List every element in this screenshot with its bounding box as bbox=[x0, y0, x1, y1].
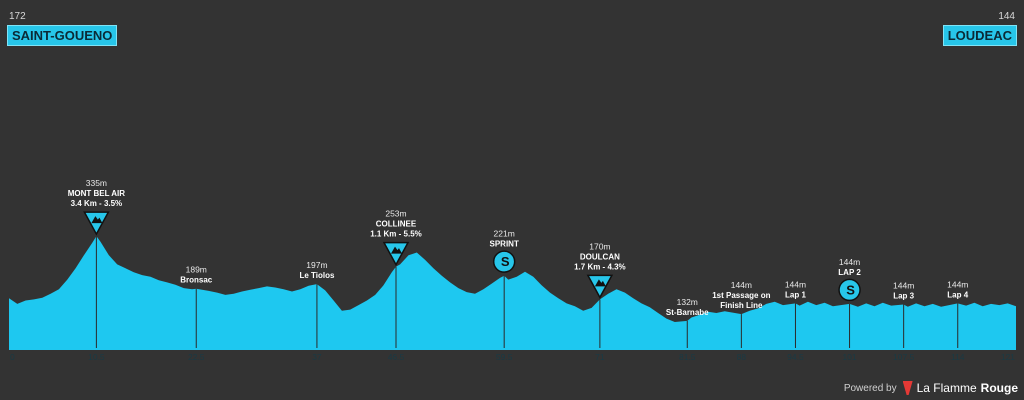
finish-town-label: LOUDEAC bbox=[942, 25, 1017, 46]
x-tick-label: 88 bbox=[737, 352, 747, 362]
x-tick-label: 107.5 bbox=[893, 352, 915, 362]
marker-name: Lap 4 bbox=[947, 290, 968, 299]
brand-name-bold: Rouge bbox=[980, 381, 1018, 395]
marker-altitude: 189m bbox=[186, 265, 207, 275]
brand-logo: La Flamme Rouge bbox=[902, 381, 1018, 395]
marker-detail: 1.7 Km - 4.3% bbox=[574, 262, 626, 271]
x-tick-label: 59.5 bbox=[496, 352, 513, 362]
x-tick-label: 94.5 bbox=[787, 352, 804, 362]
marker-name: LAP 2 bbox=[838, 268, 861, 277]
marker-name: SPRINT bbox=[490, 240, 519, 249]
marker-altitude: 132m bbox=[677, 297, 698, 307]
marker-name: 1st Passage on bbox=[712, 291, 770, 300]
mountain-icon bbox=[390, 246, 402, 254]
marker-altitude: 144m bbox=[785, 279, 806, 289]
marker-name: Lap 1 bbox=[785, 290, 806, 299]
x-tick-label: 101 bbox=[842, 352, 856, 362]
marker-name: Bronsac bbox=[180, 276, 213, 285]
brand-name-light: La Flamme bbox=[916, 381, 977, 395]
marker-altitude: 221m bbox=[494, 229, 515, 239]
x-tick-label: 0 bbox=[10, 352, 15, 362]
x-tick-label: 71 bbox=[595, 352, 605, 362]
marker-altitude: 197m bbox=[306, 260, 327, 270]
marker-altitude: 144m bbox=[839, 257, 860, 267]
powered-by-text: Powered by bbox=[843, 382, 897, 394]
marker-name: Le Tiolos bbox=[299, 271, 335, 280]
marker-altitude: 170m bbox=[589, 241, 610, 251]
flame-icon bbox=[902, 381, 913, 395]
sprint-marker-icon bbox=[838, 278, 861, 302]
x-tick-label: 22.5 bbox=[188, 352, 205, 362]
x-tick-label: 81.5 bbox=[679, 352, 696, 362]
x-tick-label: 10.5 bbox=[88, 352, 105, 362]
marker-detail: Finish Line bbox=[720, 301, 763, 310]
mountain-icon bbox=[91, 216, 103, 224]
marker-name: St-Barnabe bbox=[666, 308, 709, 317]
x-tick-label: 46.5 bbox=[388, 352, 405, 362]
sprint-s-icon: S bbox=[846, 282, 855, 297]
marker-name: DOULCAN bbox=[580, 252, 620, 261]
marker-name: COLLINEE bbox=[376, 220, 417, 229]
sprint-s-icon: S bbox=[501, 254, 510, 269]
marker-detail: 3.4 Km - 3.5% bbox=[71, 199, 123, 208]
start-town-label: SAINT-GOUENO bbox=[7, 25, 118, 46]
mountain-icon bbox=[594, 279, 606, 287]
start-altitude: 172 bbox=[9, 11, 26, 22]
marker-name: MONT BEL AIR bbox=[68, 189, 126, 198]
marker-name: Lap 3 bbox=[893, 291, 914, 300]
marker-altitude: 144m bbox=[893, 280, 914, 290]
marker-altitude: 335m bbox=[86, 178, 107, 188]
x-tick-label: 114 bbox=[951, 352, 965, 362]
marker-altitude: 144m bbox=[947, 279, 968, 289]
elevation-profile-area bbox=[9, 236, 1016, 350]
x-tick-label: 121 bbox=[1001, 352, 1015, 362]
x-tick-label: 37 bbox=[312, 352, 322, 362]
marker-detail: 1.1 Km - 5.5% bbox=[370, 230, 422, 239]
marker-altitude: 253m bbox=[385, 209, 406, 219]
marker-altitude: 144m bbox=[731, 280, 752, 290]
footer: Powered by La Flamme Rouge bbox=[844, 381, 1018, 395]
sprint-marker-icon bbox=[492, 250, 516, 273]
finish-altitude: 144 bbox=[998, 11, 1015, 22]
